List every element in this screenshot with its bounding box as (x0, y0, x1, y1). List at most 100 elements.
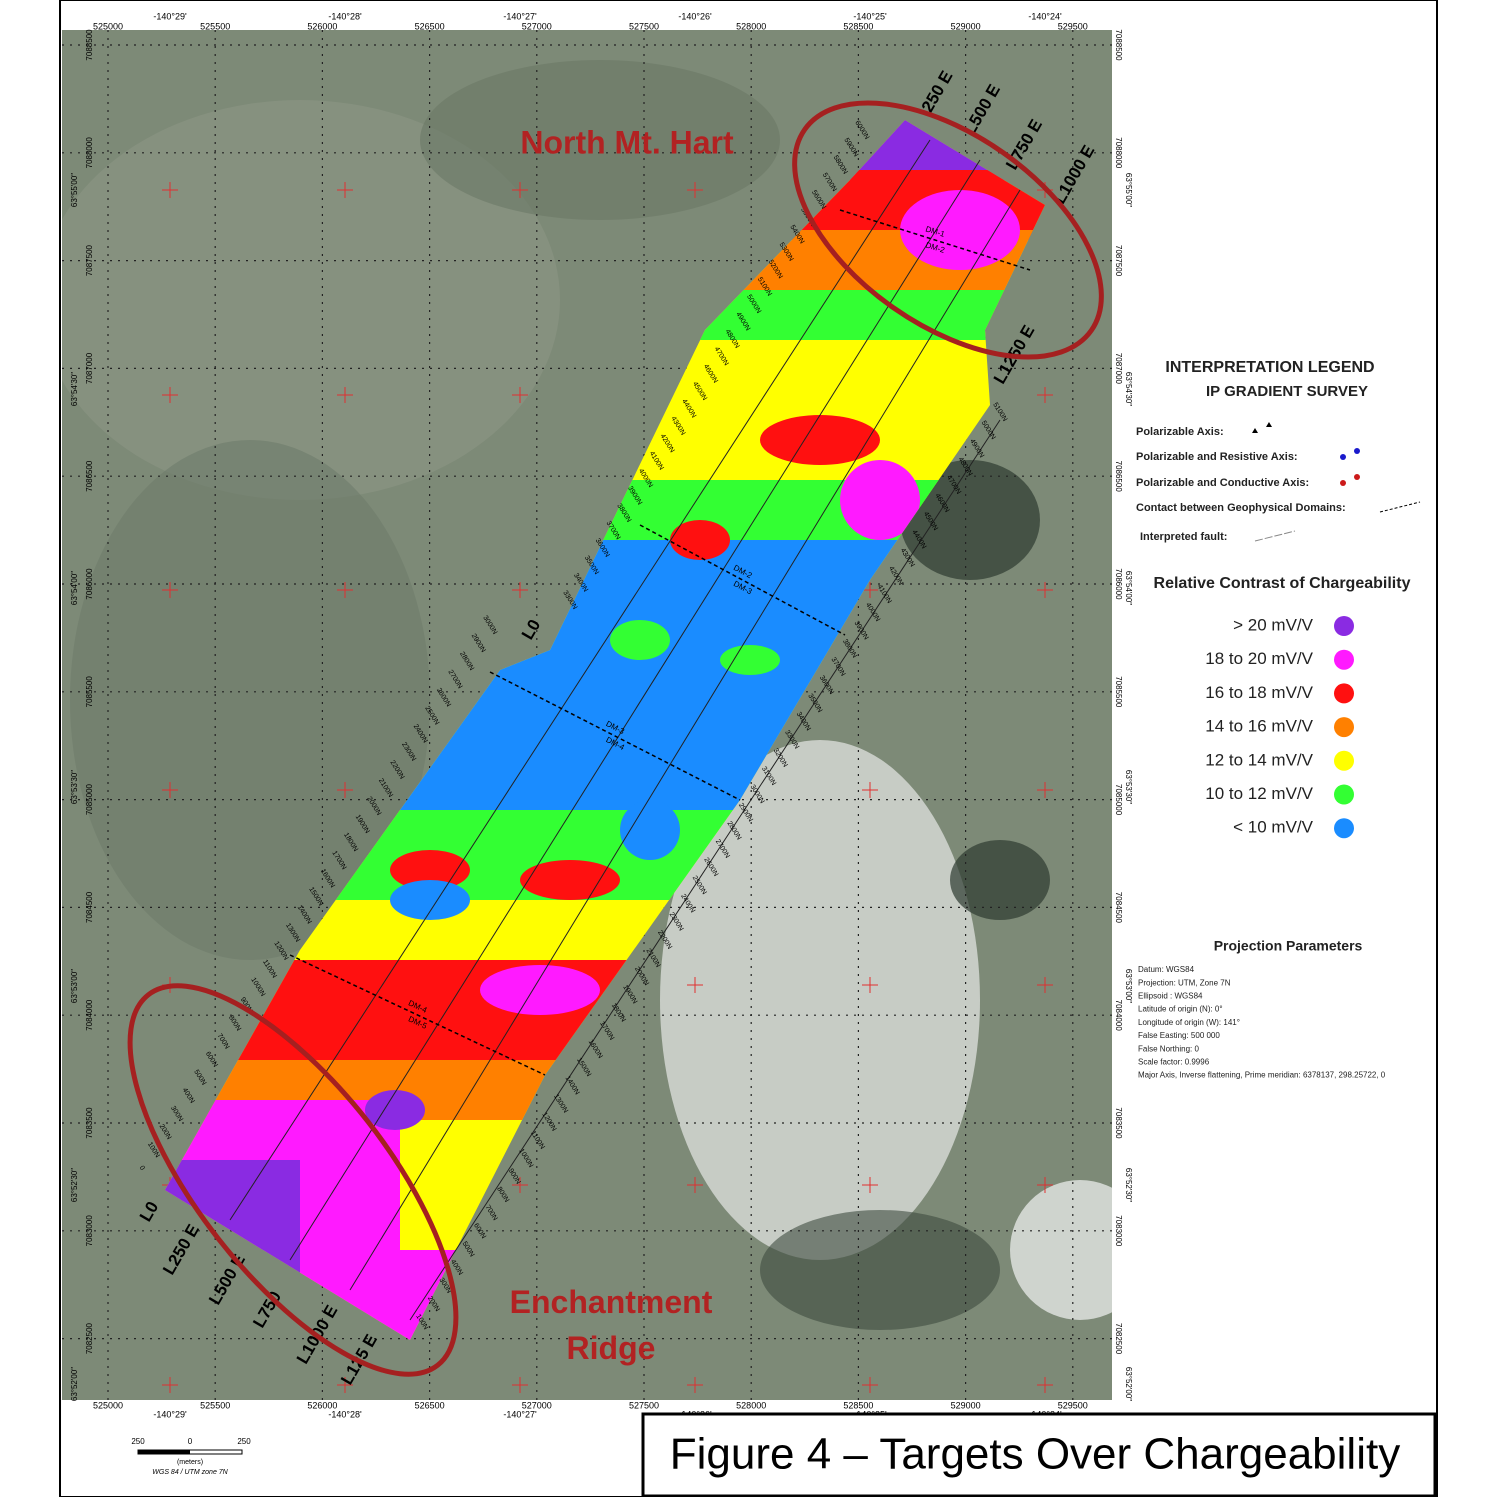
legend-symbol (1266, 422, 1272, 427)
easting-label: 525000 (93, 1400, 123, 1410)
legend-symbol (1252, 428, 1258, 433)
northing-label: 7087500 (85, 244, 94, 276)
legend-swatch (1334, 818, 1354, 839)
northing-label: 7084500 (85, 891, 94, 923)
legend-swatch (1334, 717, 1354, 738)
domain-contact (489, 671, 741, 801)
latitude-label: 63°52'00" (70, 1367, 79, 1401)
legend-swatch (1334, 683, 1354, 704)
target-label: North Mt. Hart (520, 124, 734, 160)
northing-label: 7084000 (1114, 1000, 1123, 1032)
easting-label: 528500 (843, 1400, 873, 1410)
legend-swatch (1334, 784, 1354, 805)
legend-class-label: 14 to 16 mV/V (1205, 717, 1313, 736)
legend-symbol (1354, 448, 1360, 454)
longitude-label: -140°25' (853, 11, 887, 21)
projection-line: Scale factor: 0.9996 (1138, 1058, 1210, 1067)
legend-class-label: 18 to 20 mV/V (1205, 649, 1313, 668)
legend-title: INTERPRETATION LEGEND (1165, 359, 1374, 376)
easting-label: 525500 (200, 1400, 230, 1410)
legend-scale-title: Relative Contrast of Chargeability (1154, 575, 1411, 592)
latitude-label: 63°53'00" (70, 969, 79, 1003)
legend-symbol-label: Contact between Geophysical Domains: (1136, 502, 1346, 514)
northing-label: 7085000 (1114, 784, 1123, 816)
easting-label: 529000 (951, 21, 981, 31)
domain-contact (639, 524, 846, 636)
easting-label: 526000 (307, 21, 337, 31)
legend-class-label: 12 to 14 mV/V (1205, 750, 1313, 769)
latitude-label: 63°53'30" (70, 770, 79, 804)
legend-symbol-label: Polarizable and Conductive Axis: (1136, 477, 1309, 489)
easting-label: 527000 (522, 21, 552, 31)
projection-line: Projection: UTM, Zone 7N (1138, 978, 1231, 987)
target-outline (127, 983, 459, 1377)
station-label: 0 (138, 1165, 146, 1172)
legend-symbol (1379, 501, 1421, 513)
northing-label: 7086000 (1114, 568, 1123, 600)
easting-label: 527000 (522, 1400, 552, 1410)
legend-symbol-label: Interpreted fault: (1140, 531, 1227, 543)
scale-label: 0 (188, 1437, 193, 1446)
projection-line: Ellipsoid : WGS84 (1138, 992, 1203, 1001)
target-outline (792, 100, 1104, 360)
northing-label: 7083500 (1114, 1107, 1123, 1139)
latitude-label: 63°54'30" (1124, 372, 1133, 406)
easting-label: 528500 (843, 21, 873, 31)
longitude-label: -140°29' (153, 11, 187, 21)
legend-symbol (1254, 530, 1296, 542)
legend-symbol (1340, 454, 1346, 460)
scale-label: 250 (131, 1437, 145, 1446)
projection-line: False Northing: 0 (1138, 1044, 1199, 1053)
projection-line: Datum: WGS84 (1138, 965, 1195, 974)
northing-label: 7082500 (1114, 1323, 1123, 1355)
longitude-label: -140°28' (328, 1409, 362, 1419)
legend-symbol-label: Polarizable and Resistive Axis: (1136, 451, 1298, 463)
projection-line: Latitude of origin (N): 0° (1138, 1005, 1223, 1014)
legend-swatch (1334, 750, 1354, 771)
latitude-label: 63°52'30" (70, 1168, 79, 1202)
longitude-label: -140°27' (503, 1409, 537, 1419)
figure-title: Figure 4 – Targets Over Chargeability (670, 1430, 1400, 1479)
projection-line: Longitude of origin (W): 141° (1138, 1018, 1240, 1027)
easting-label: 526500 (415, 1400, 445, 1410)
longitude-label: -140°26' (678, 11, 712, 21)
legend-class-label: < 10 mV/V (1233, 818, 1314, 837)
domain-contact (289, 954, 546, 1076)
northing-label: 7086500 (1114, 461, 1123, 493)
legend-symbol-label: Polarizable Axis: (1136, 426, 1224, 438)
longitude-label: -140°29' (153, 1409, 187, 1419)
legend-class-label: 10 to 12 mV/V (1205, 784, 1313, 803)
northing-label: 7085500 (1114, 676, 1123, 708)
northing-label: 7085000 (85, 783, 94, 815)
latitude-label: 63°52'30" (1124, 1168, 1133, 1202)
longitude-label: -140°28' (328, 11, 362, 21)
northing-label: 7088500 (85, 29, 94, 61)
easting-label: 527500 (629, 1400, 659, 1410)
easting-label: 525000 (93, 21, 123, 31)
latitude-label: 63°55'00" (1124, 173, 1133, 207)
northing-label: 7084000 (85, 999, 94, 1031)
easting-label: 528000 (736, 21, 766, 31)
latitude-label: 63°52'00" (1124, 1367, 1133, 1401)
northing-label: 7087000 (85, 352, 94, 384)
target-label: Enchantment Ridge (510, 1284, 713, 1366)
legend-symbol (1354, 474, 1360, 480)
projection-line: False Easting: 500 000 (1138, 1031, 1220, 1040)
longitude-label: -140°24' (1028, 11, 1062, 21)
latitude-label: 63°53'30" (1124, 770, 1133, 804)
longitude-label: -140°27' (503, 11, 537, 21)
title-box (641, 1412, 1437, 1498)
northing-label: 7088000 (85, 137, 94, 169)
latitude-label: 63°54'00" (1124, 571, 1133, 605)
latitude-label: 63°53'00" (1124, 969, 1133, 1003)
northing-label: 7082500 (85, 1322, 94, 1354)
projection-title: Projection Parameters (1214, 938, 1363, 954)
domain-contact (839, 209, 1031, 271)
northing-label: 7088000 (1114, 137, 1123, 169)
easting-label: 528000 (736, 1400, 766, 1410)
easting-label: 529500 (1058, 21, 1088, 31)
northing-label: 7085500 (85, 676, 94, 708)
northing-label: 7084500 (1114, 892, 1123, 924)
northing-label: 7087500 (1114, 245, 1123, 277)
projection-line: Major Axis, Inverse flattening, Prime me… (1138, 1071, 1386, 1080)
